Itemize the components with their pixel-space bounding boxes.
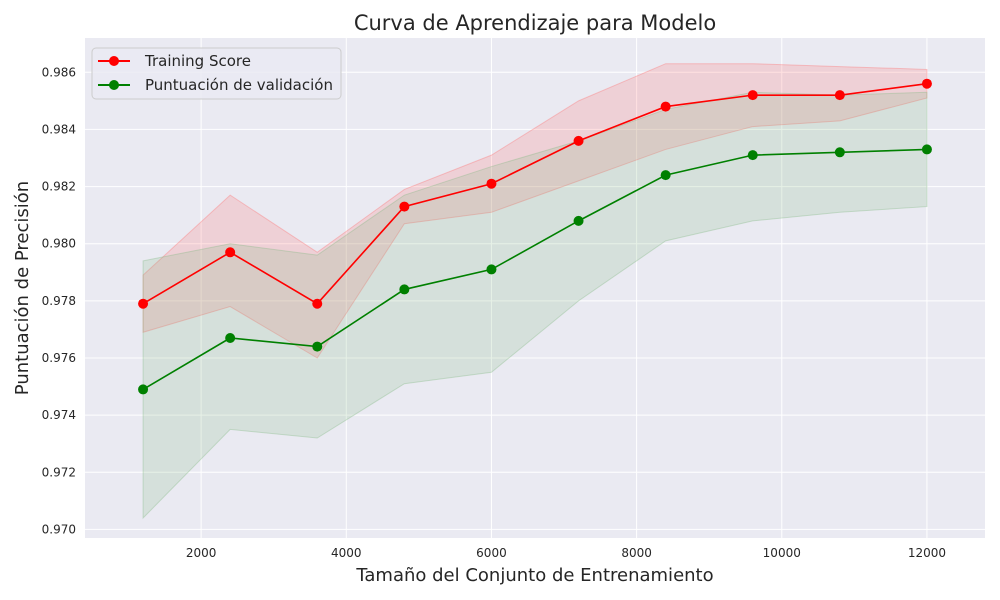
chart-title: Curva de Aprendizaje para Modelo: [354, 11, 716, 35]
confidence-band-training: [142, 63, 928, 359]
legend-item-validation: Puntuación de validación: [98, 76, 333, 94]
y-tick-label: 0.984: [42, 122, 76, 136]
grid-lines: [85, 38, 985, 538]
legend: Training Score Puntuación de validación: [91, 47, 342, 100]
confidence-bands: [142, 63, 928, 520]
series-points: [138, 78, 932, 395]
data-point-training: [747, 90, 758, 101]
legend-item-training: Training Score: [98, 52, 251, 70]
legend-box: [91, 47, 342, 100]
series-line-training: [142, 82, 928, 305]
y-tick-label: 0.980: [42, 237, 76, 251]
data-point-validation: [312, 341, 323, 352]
data-point-training: [399, 201, 410, 212]
x-tick-label: 2000: [186, 546, 217, 560]
y-axis-label: Puntuación de Precisión: [12, 181, 33, 395]
y-tick-label: 0.974: [42, 408, 76, 422]
data-point-training: [312, 298, 323, 309]
plot-area: [85, 38, 985, 538]
x-axis-ticks: 2000 4000 6000 8000 10000 12000: [186, 546, 946, 560]
data-point-validation: [921, 144, 932, 155]
x-tick-label: 4000: [331, 546, 362, 560]
data-point-validation: [834, 147, 845, 158]
y-tick-label: 0.972: [42, 465, 76, 479]
data-point-training: [660, 101, 671, 112]
legend-marker-training: [109, 56, 119, 66]
x-axis-label: Tamaño del Conjunto de Entrenamiento: [355, 565, 713, 586]
y-tick-label: 0.970: [42, 522, 76, 536]
data-point-training: [573, 135, 584, 146]
legend-label-validation: Puntuación de validación: [145, 76, 333, 94]
series-lines: [142, 82, 928, 391]
data-point-training: [834, 90, 845, 101]
legend-marker-validation: [109, 80, 119, 90]
data-point-training: [225, 247, 236, 258]
data-point-validation: [660, 170, 671, 181]
x-tick-label: 6000: [476, 546, 507, 560]
confidence-band-validation: [142, 91, 928, 520]
data-point-training: [486, 178, 497, 189]
data-point-validation: [486, 264, 497, 275]
data-point-validation: [225, 333, 236, 343]
series-line-validation: [142, 148, 927, 391]
data-point-validation: [138, 384, 149, 395]
data-point-training: [921, 78, 932, 89]
data-point-validation: [399, 284, 410, 295]
y-tick-label: 0.978: [42, 294, 76, 308]
x-tick-label: 10000: [763, 546, 801, 560]
data-point-validation: [573, 215, 584, 226]
x-tick-label: 12000: [908, 546, 946, 560]
data-point-training: [138, 298, 149, 309]
y-tick-label: 0.976: [42, 351, 76, 365]
data-point-validation: [747, 150, 758, 161]
x-tick-label: 8000: [621, 546, 652, 560]
y-axis-ticks: 0.970 0.972 0.974 0.976 0.978 0.980 0.982 0.984…: [42, 65, 76, 536]
y-tick-label: 0.982: [42, 180, 76, 194]
legend-label-training: Training Score: [144, 52, 251, 70]
y-tick-label: 0.986: [42, 65, 76, 79]
